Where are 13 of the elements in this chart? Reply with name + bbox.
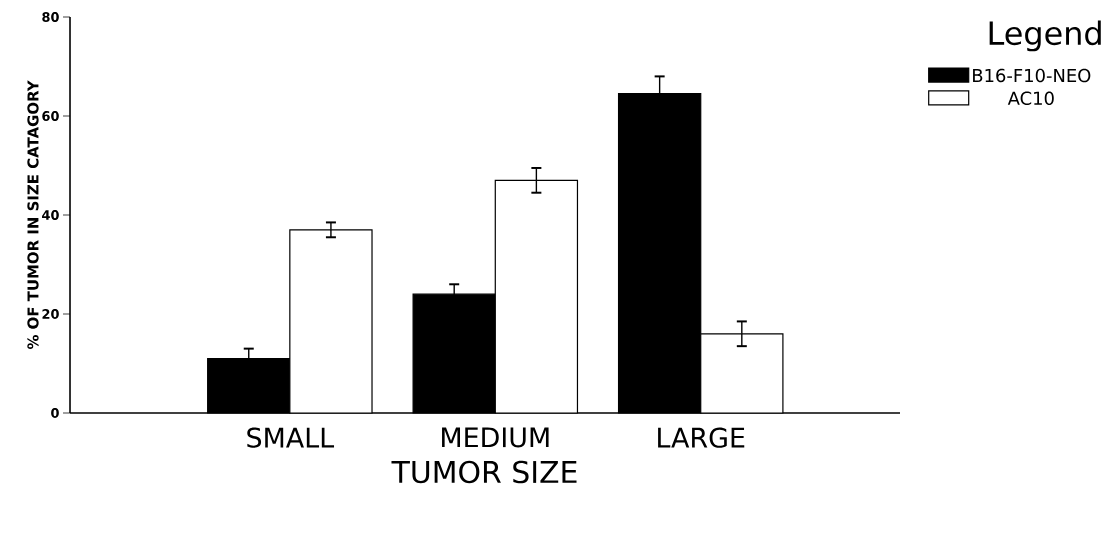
y-tick-label: 20 [42,309,59,319]
x-tick-label: MEDIUM [442,427,549,448]
legend-title: Legend [989,20,1101,52]
y-tick-label: 0 [51,408,59,418]
legend-label: AC10 [1007,91,1054,106]
y-tick-label: 80 [42,12,59,22]
legend-label: B16-F10-NEO [973,68,1091,83]
x-tick-label: LARGE [658,427,745,448]
y-axis-title: % OF TUMOR IN SIZE CATAGORY [27,80,39,350]
x-axis-title: TUMOR SIZE [391,460,577,484]
x-tick-label: SMALL [247,427,335,448]
y-tick-label: 40 [42,210,59,220]
y-tick-label: 60 [42,111,59,121]
